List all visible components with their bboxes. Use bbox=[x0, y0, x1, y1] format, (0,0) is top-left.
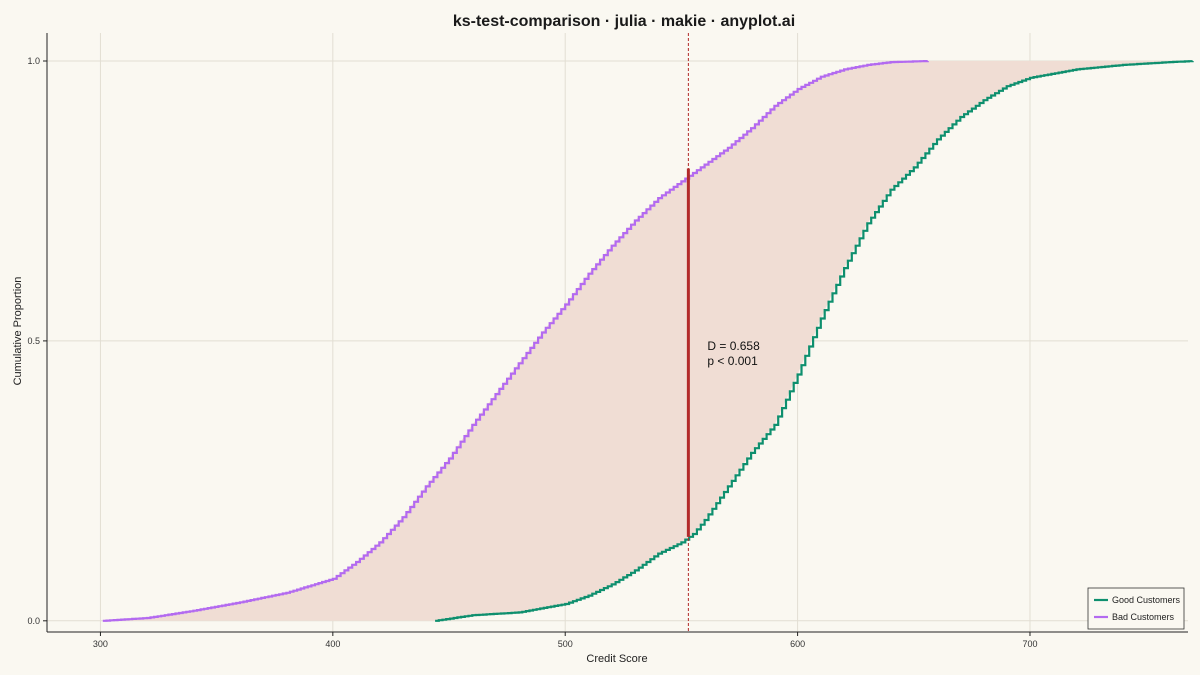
series-lines bbox=[102, 59, 1194, 622]
ks-annotation-line: D = 0.658 bbox=[707, 339, 760, 353]
good-customers-line bbox=[435, 60, 1194, 622]
tick-labels: 300 400 500 600 700 0.0 0.5 1.0 bbox=[27, 56, 1037, 649]
legend-label-bad: Bad Customers bbox=[1112, 612, 1175, 622]
x-tick-label: 500 bbox=[558, 639, 573, 649]
y-tick-label: 1.0 bbox=[27, 56, 40, 66]
difference-area bbox=[102, 61, 1193, 621]
legend-label-good: Good Customers bbox=[1112, 595, 1181, 605]
legend-box bbox=[1087, 587, 1185, 630]
y-axis-label: Cumulative Proportion bbox=[12, 277, 24, 386]
axes bbox=[46, 33, 1188, 633]
y-tick-label: 0.0 bbox=[27, 616, 40, 626]
x-axis-label: Credit Score bbox=[586, 653, 647, 665]
y-tick-label: 0.5 bbox=[27, 336, 40, 346]
chart-title: ks-test-comparison · julia · makie · any… bbox=[453, 13, 795, 30]
x-tick-label: 300 bbox=[93, 639, 108, 649]
x-tick-label: 600 bbox=[790, 639, 805, 649]
x-tick-label: 700 bbox=[1022, 639, 1037, 649]
ks-annotation-line: p < 0.001 bbox=[707, 354, 758, 368]
x-tick-label: 400 bbox=[325, 639, 340, 649]
difference-fill bbox=[102, 61, 1193, 621]
legend: Good Customers Bad Customers bbox=[1087, 587, 1185, 630]
bad-customers-line bbox=[102, 59, 929, 622]
